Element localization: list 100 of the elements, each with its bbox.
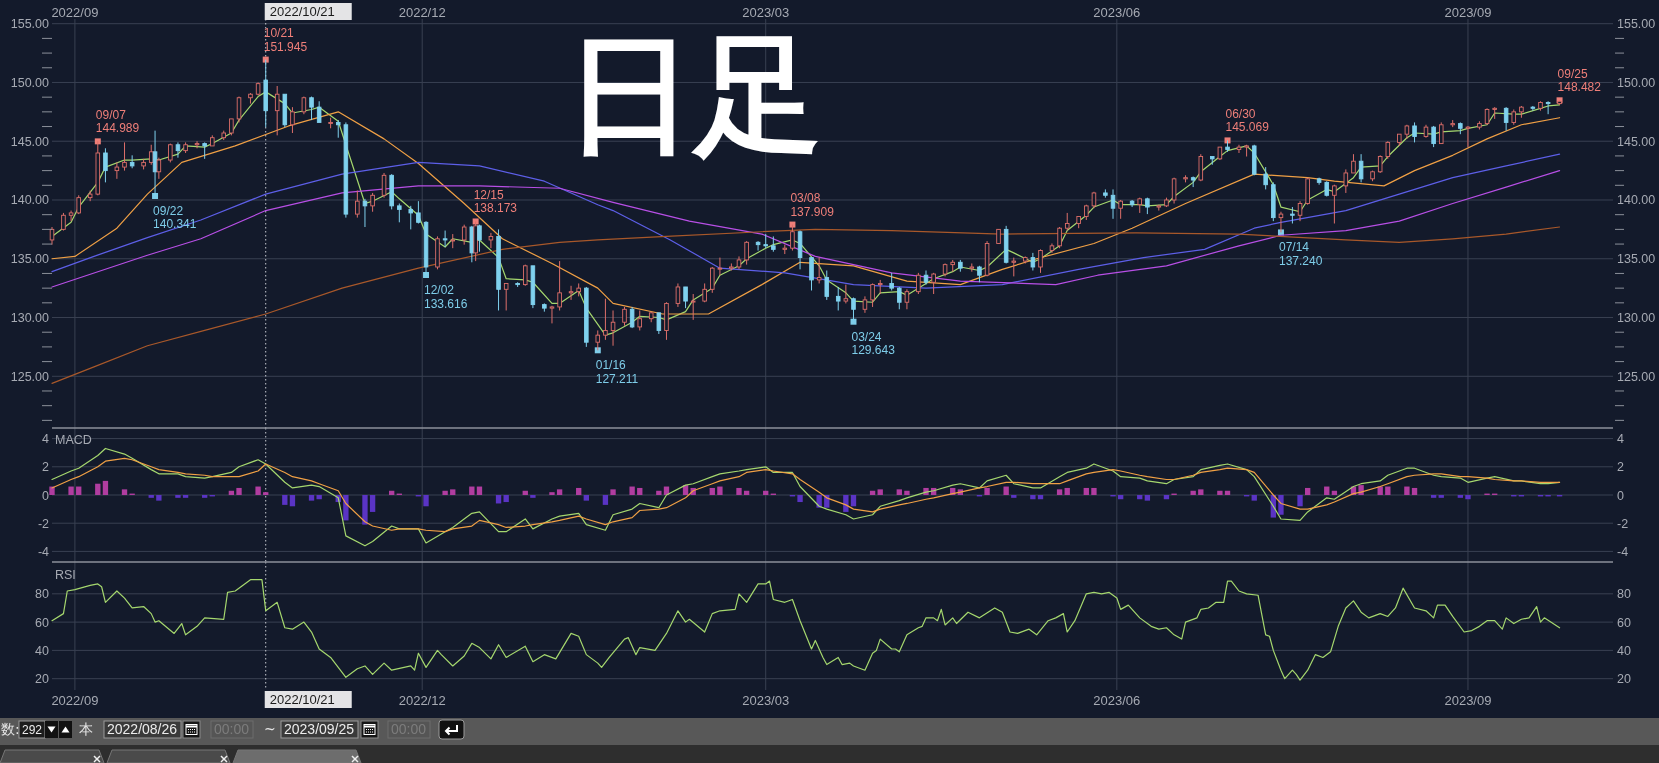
bar <box>1457 495 1463 498</box>
y2-tick-label: 20 <box>1617 672 1631 687</box>
bar <box>709 487 715 495</box>
bar <box>576 487 582 495</box>
annotation: 10/21 151.945 <box>263 26 308 54</box>
bar <box>121 489 128 495</box>
candlestick <box>236 96 242 123</box>
candlestick <box>381 172 387 199</box>
annotation: 01/16 127.211 <box>595 358 639 386</box>
bar <box>877 489 883 495</box>
bar <box>369 495 376 512</box>
bar <box>629 486 635 495</box>
text: 数: <box>1 721 20 737</box>
candlestick <box>744 240 749 266</box>
bar <box>1091 487 1097 495</box>
text: RSI <box>55 568 76 582</box>
candlestick <box>1011 257 1017 277</box>
bar <box>843 495 849 512</box>
bar <box>308 495 315 501</box>
text: 本 <box>79 721 93 737</box>
candlestick <box>477 224 482 253</box>
bar <box>182 495 189 498</box>
candlestick <box>835 286 841 311</box>
candlestick <box>755 240 761 252</box>
candlestick <box>68 210 74 222</box>
candlestick <box>851 297 856 323</box>
x-tick-label: 2023/03 <box>742 5 790 20</box>
bar <box>797 495 803 503</box>
candlestick <box>904 288 910 310</box>
candlestick <box>1332 184 1337 224</box>
y2-tick-label: 4 <box>1617 432 1624 447</box>
candlestick <box>710 266 715 294</box>
y-tick-label: 155.00 <box>10 17 50 32</box>
y2-tick-label: 40 <box>1617 643 1631 658</box>
candlestick <box>610 309 616 347</box>
bar <box>610 489 616 495</box>
x-tick-label: 2023/06 <box>1093 692 1141 708</box>
candlestick <box>549 305 555 324</box>
bar <box>316 495 322 500</box>
candlestick <box>683 286 688 309</box>
bar <box>656 490 662 495</box>
bar <box>717 486 723 495</box>
x-tick-label: 2023/06 <box>1093 5 1141 20</box>
y2-tick-label: 145.00 <box>1617 134 1656 149</box>
y2-tick-label: -4 <box>1617 544 1629 559</box>
candlestick <box>503 282 509 311</box>
bar <box>1083 487 1089 495</box>
x-tick-label: 2022/12 <box>398 5 446 20</box>
bar <box>1011 495 1017 498</box>
candlestick <box>1171 177 1177 205</box>
bar <box>602 495 609 505</box>
y2-tick-label: 130.00 <box>1617 311 1656 326</box>
candlestick <box>416 200 421 224</box>
candlestick <box>603 298 608 341</box>
bar <box>442 490 448 495</box>
candlestick <box>690 293 696 321</box>
bar <box>289 495 296 507</box>
bar <box>1305 487 1311 495</box>
bar <box>1064 487 1070 495</box>
candlestick <box>397 203 402 223</box>
annotation: 09/07 144.989 <box>95 107 140 136</box>
bar <box>68 486 74 495</box>
candlestick <box>916 272 921 295</box>
candlestick <box>568 285 574 301</box>
bar <box>236 487 242 495</box>
bar <box>1465 495 1471 500</box>
candlestick <box>843 284 849 304</box>
y-tick-label: -2 <box>37 516 50 531</box>
bar <box>1198 489 1204 495</box>
y-tick-label: 135.00 <box>10 252 50 267</box>
candlestick <box>488 232 494 249</box>
candlestick <box>622 306 627 327</box>
bar <box>343 495 349 521</box>
chart-title: MACD <box>55 433 92 447</box>
y2-tick-label: 125.00 <box>1617 369 1656 384</box>
candlestick <box>790 224 795 252</box>
bar <box>175 495 181 498</box>
bar <box>1030 495 1036 500</box>
y2-tick-label: 0 <box>1617 488 1624 503</box>
y-tick-label: 0 <box>42 488 50 503</box>
candlestick <box>1545 100 1551 115</box>
bar <box>556 489 563 495</box>
candlestick <box>675 282 681 308</box>
candlestick <box>355 190 360 219</box>
annotation: 03/24 129.643 <box>851 329 896 358</box>
x-tick-label: 2023/09 <box>1444 692 1492 708</box>
bar <box>423 495 429 507</box>
bar <box>1404 486 1410 495</box>
y-tick-label: 80 <box>35 587 50 602</box>
annotation: 09/25 148.482 <box>1557 66 1602 95</box>
line-series <box>51 226 1561 384</box>
candlestick <box>1278 211 1284 233</box>
y-tick-label: 125.00 <box>10 369 50 384</box>
bar <box>1217 490 1223 495</box>
bar <box>469 486 475 495</box>
text: 292 <box>22 723 43 737</box>
candlestick <box>122 141 127 172</box>
candlestick <box>362 198 368 228</box>
y2-tick-label: 140.00 <box>1617 193 1656 208</box>
bar <box>549 492 555 495</box>
